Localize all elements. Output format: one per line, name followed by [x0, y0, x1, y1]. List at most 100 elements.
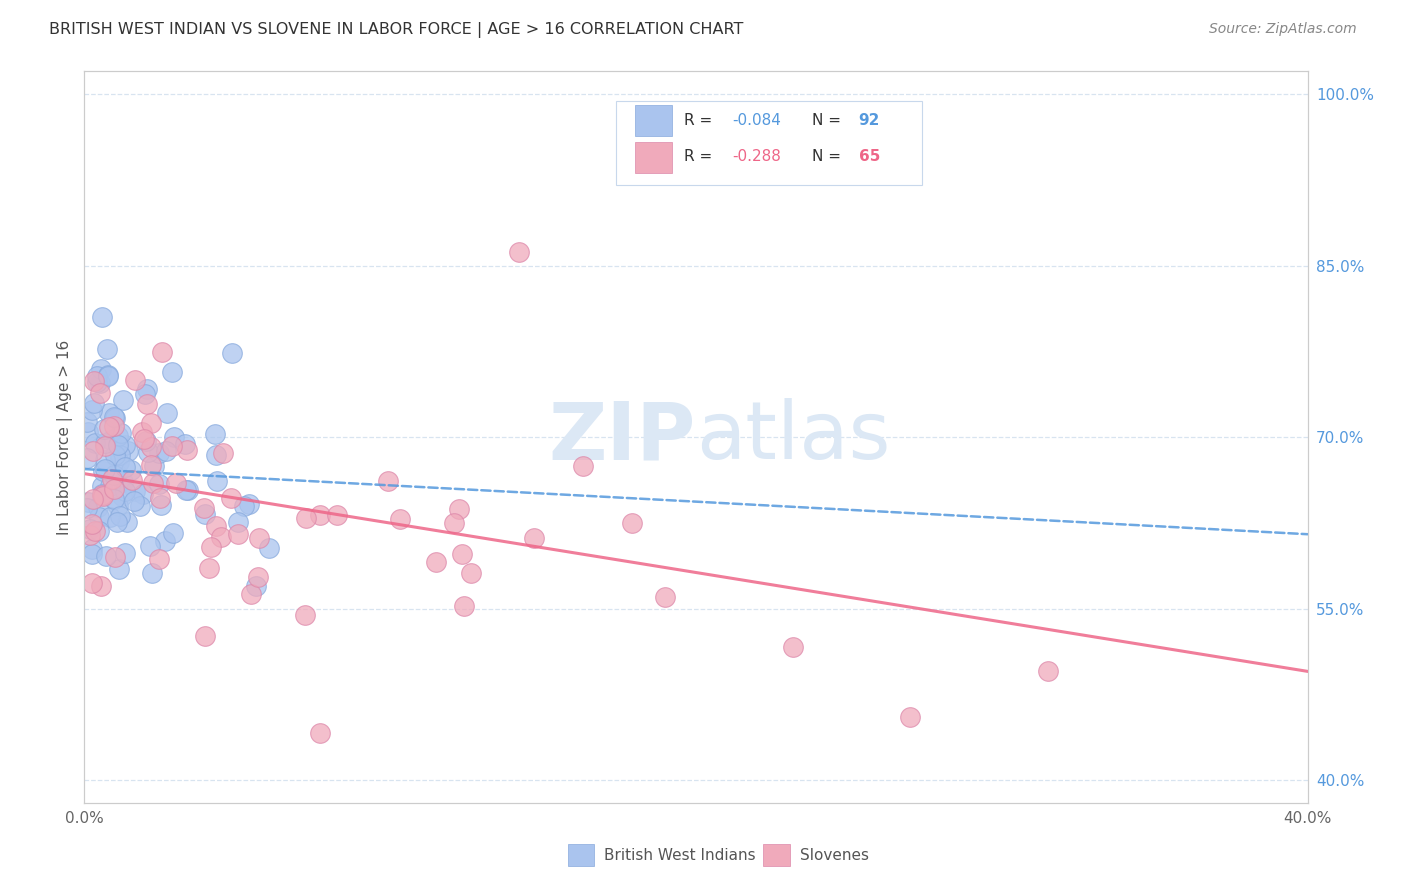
- Point: [105, 515, 128, 529]
- Point: [97, 368, 120, 382]
- Point: [77, 425, 100, 439]
- Point: [155, 444, 177, 458]
- Point: [257, 541, 280, 555]
- Point: [309, 508, 332, 522]
- Point: [76, 450, 98, 465]
- Point: [1036, 665, 1059, 679]
- Point: [86, 500, 108, 514]
- Text: -0.084: -0.084: [733, 112, 782, 128]
- Point: [107, 438, 129, 452]
- Point: [204, 426, 226, 441]
- Point: [219, 491, 242, 505]
- Point: [110, 425, 132, 440]
- Point: [153, 534, 176, 549]
- Point: [120, 463, 142, 477]
- Point: [572, 459, 595, 474]
- Text: atlas: atlas: [696, 398, 890, 476]
- Point: [174, 483, 197, 498]
- Point: [82, 492, 104, 507]
- Point: [82, 547, 104, 561]
- FancyBboxPatch shape: [763, 845, 790, 866]
- Point: [87, 524, 110, 539]
- Point: [160, 439, 183, 453]
- Point: [82, 576, 104, 591]
- Point: [104, 448, 127, 462]
- Point: [114, 484, 136, 499]
- Point: [142, 475, 165, 490]
- Point: [90, 479, 112, 493]
- Point: [194, 629, 217, 643]
- Point: [83, 396, 105, 410]
- Point: [200, 540, 222, 554]
- Text: N =: N =: [813, 112, 846, 128]
- Point: [173, 436, 195, 450]
- Point: [141, 566, 163, 581]
- Point: [523, 531, 546, 545]
- Point: [79, 522, 101, 536]
- FancyBboxPatch shape: [616, 101, 922, 185]
- Point: [94, 439, 117, 453]
- Point: [98, 406, 121, 420]
- Point: [117, 444, 139, 458]
- Point: [111, 393, 134, 408]
- Point: [247, 569, 270, 583]
- Point: [103, 410, 125, 425]
- Text: R =: R =: [683, 150, 717, 164]
- Point: [221, 346, 243, 360]
- Point: [91, 464, 114, 478]
- Point: [115, 515, 138, 529]
- Point: [100, 472, 122, 486]
- Point: [128, 499, 150, 513]
- Point: [508, 244, 530, 259]
- Point: [103, 482, 125, 496]
- FancyBboxPatch shape: [636, 143, 672, 173]
- Point: [107, 562, 129, 576]
- Point: [309, 726, 332, 740]
- Point: [148, 446, 170, 460]
- Point: [453, 599, 475, 614]
- Point: [90, 579, 112, 593]
- Point: [245, 579, 267, 593]
- Point: [97, 420, 120, 434]
- Text: Slovenes: Slovenes: [800, 848, 869, 863]
- Point: [107, 467, 129, 481]
- Text: 65: 65: [859, 150, 880, 164]
- Point: [136, 445, 159, 459]
- Point: [377, 474, 399, 488]
- Point: [122, 494, 145, 508]
- Point: [83, 375, 105, 389]
- Text: ZIP: ZIP: [548, 398, 696, 476]
- Point: [82, 402, 104, 417]
- Point: [98, 509, 121, 524]
- Point: [124, 373, 146, 387]
- Point: [83, 524, 105, 538]
- Point: [143, 458, 166, 473]
- Point: [163, 430, 186, 444]
- Point: [96, 342, 118, 356]
- Point: [91, 488, 114, 502]
- Y-axis label: In Labor Force | Age > 16: In Labor Force | Age > 16: [58, 340, 73, 534]
- Point: [451, 548, 474, 562]
- Point: [198, 560, 221, 574]
- Point: [326, 508, 349, 522]
- Point: [131, 425, 153, 440]
- Point: [91, 310, 114, 324]
- Point: [228, 516, 250, 530]
- Point: [94, 453, 117, 467]
- Point: [100, 434, 122, 448]
- Point: [98, 479, 121, 493]
- Point: [149, 498, 172, 512]
- Point: [160, 365, 183, 379]
- Point: [132, 432, 155, 446]
- FancyBboxPatch shape: [636, 105, 672, 136]
- Point: [86, 375, 108, 389]
- Point: [135, 434, 157, 448]
- Point: [108, 509, 131, 524]
- Point: [141, 440, 163, 454]
- Point: [620, 516, 643, 530]
- Point: [111, 475, 134, 489]
- Text: Source: ZipAtlas.com: Source: ZipAtlas.com: [1209, 22, 1357, 37]
- Point: [132, 487, 155, 501]
- Point: [449, 502, 471, 516]
- Point: [443, 516, 465, 530]
